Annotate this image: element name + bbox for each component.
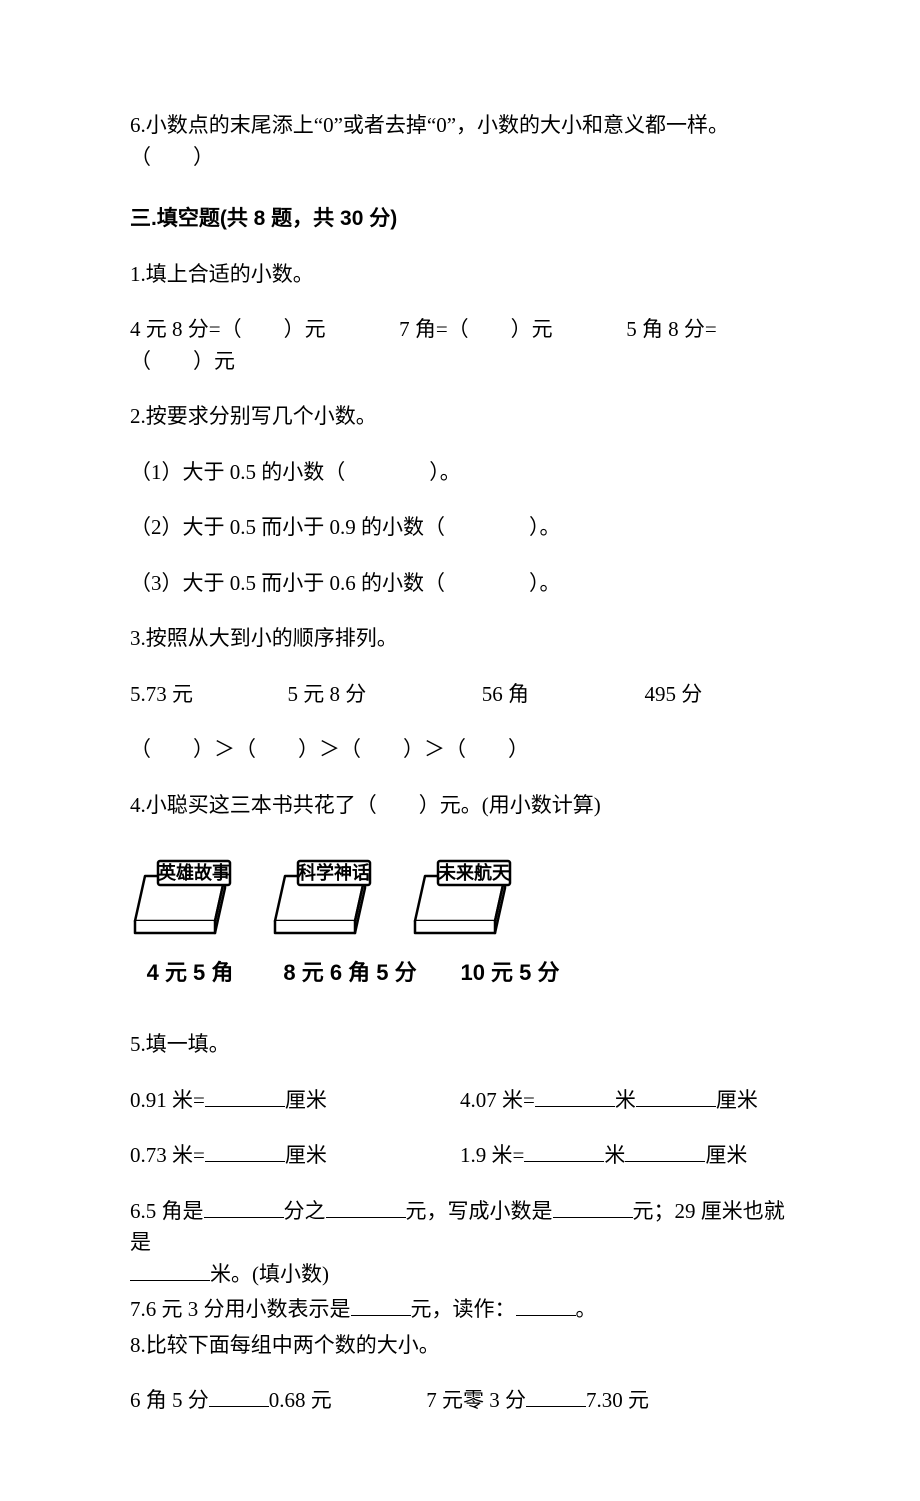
- question-6-text: 6.小数点的末尾添上“0”或者去掉“0”，小数的大小和意义都一样。（ ）: [130, 113, 729, 169]
- s3q5-lead: 5.填一填。: [130, 1029, 790, 1061]
- s3q5-r1b-suf: 厘米: [716, 1088, 758, 1112]
- s3q5-r1b-pre: 4.07 米=: [460, 1088, 535, 1112]
- s3q3-item-b: 5 元 8 分: [288, 682, 367, 706]
- s3q3-lead-text: 3.按照从大到小的顺序排列。: [130, 626, 398, 650]
- s3q1-lead-text: 1.填上合适的小数。: [130, 262, 314, 286]
- s3q2-lead-text: 2.按要求分别写几个小数。: [130, 404, 377, 428]
- book-2-title: 科学神话: [298, 862, 370, 883]
- blank: [535, 1085, 615, 1107]
- s3q5-r1a-suf: 厘米: [285, 1088, 327, 1112]
- s3q7-suf: 。: [576, 1297, 597, 1321]
- s3q6-suf: 米。(填小数): [210, 1262, 329, 1286]
- s3q6: 6.5 角是分之元，写成小数是元；29 厘米也就是米。(填小数): [130, 1196, 790, 1291]
- s3q2-p3: （3）大于 0.5 而小于 0.6 的小数（ ）。: [130, 568, 790, 600]
- s3q8-b-suf: 7.30 元: [586, 1388, 649, 1412]
- s3q1-row: 4 元 8 分=（ ）元 7 角=（ ）元 5 角 8 分=（ ）元: [130, 314, 790, 377]
- question-6: 6.小数点的末尾添上“0”或者去掉“0”，小数的大小和意义都一样。（ ）: [130, 110, 790, 173]
- book-1-title: 英雄故事: [157, 862, 230, 883]
- s3q3-items: 5.73 元 5 元 8 分 56 角 495 分: [130, 679, 790, 711]
- book-2-price: 8 元 6 角 5 分: [280, 956, 420, 989]
- book-icon: 科学神话: [270, 851, 380, 946]
- s3q1-a: 4 元 8 分=（ ）元: [130, 317, 326, 341]
- s3q8-a-pre: 6 角 5 分: [130, 1388, 209, 1412]
- s3q7-pre: 7.6 元 3 分用小数表示是: [130, 1297, 351, 1321]
- blank: [524, 1140, 604, 1162]
- s3q3-lead: 3.按照从大到小的顺序排列。: [130, 623, 790, 655]
- s3q8-lead-text: 8.比较下面每组中两个数的大小。: [130, 1333, 440, 1357]
- blank: [326, 1196, 406, 1218]
- s3q6-pre: 6.5 角是: [130, 1199, 204, 1223]
- s3q6-mid2: 元，写成小数是: [406, 1199, 553, 1223]
- s3q5-r2b-pre: 1.9 米=: [460, 1143, 524, 1167]
- spacer: [558, 317, 621, 341]
- s3q8-row: 6 角 5 分 0.68 元 7 元零 3 分 7.30 元: [130, 1385, 790, 1417]
- book-icon: 英雄故事: [130, 851, 240, 946]
- s3q5-r2a-suf: 厘米: [285, 1143, 327, 1167]
- s3q3-chain: （ ）＞（ ）＞（ ）＞（ ）: [130, 734, 790, 766]
- blank: [526, 1385, 586, 1407]
- book-3-price: 10 元 5 分: [450, 956, 570, 989]
- blank: [625, 1140, 705, 1162]
- book-3-title: 未来航天: [438, 862, 511, 883]
- price-row: 4 元 5 角 8 元 6 角 5 分 10 元 5 分: [130, 956, 790, 989]
- s3q4-lead-text: 4.小聪买这三本书共花了（ ）元。(用小数计算): [130, 793, 601, 817]
- book-3: 未来航天: [410, 851, 520, 946]
- spacer: [372, 682, 477, 706]
- s3q5-r2a-pre: 0.73 米=: [130, 1143, 205, 1167]
- s3q7: 7.6 元 3 分用小数表示是 元，读作： 。: [130, 1294, 790, 1326]
- section-3-title-text: 三.填空题(共 8 题，共 30 分): [130, 207, 397, 230]
- s3q8-a-suf: 0.68 元: [269, 1388, 332, 1412]
- spacer: [337, 1388, 421, 1412]
- blank: [636, 1085, 716, 1107]
- s3q1-b: 7 角=（ ）元: [399, 317, 553, 341]
- s3q7-mid: 元，读作：: [411, 1297, 516, 1321]
- s3q5-r2b-suf: 厘米: [705, 1143, 747, 1167]
- s3q5-row1: 0.91 米= 厘米 4.07 米= 米 厘米: [130, 1085, 790, 1117]
- blank: [553, 1196, 633, 1218]
- s3q3-item-c: 56 角: [482, 682, 529, 706]
- blank: [130, 1259, 210, 1281]
- spacer: [331, 317, 394, 341]
- blank: [204, 1196, 284, 1218]
- s3q5-r1a: 0.91 米= 厘米: [130, 1085, 460, 1117]
- s3q2-p3-text: （3）大于 0.5 而小于 0.6 的小数（ ）。: [130, 571, 561, 595]
- s3q3-item-d: 495 分: [645, 682, 703, 706]
- s3q8-lead: 8.比较下面每组中两个数的大小。: [130, 1330, 790, 1362]
- s3q5-r2b-mid: 米: [604, 1143, 625, 1167]
- s3q5-lead-text: 5.填一填。: [130, 1032, 230, 1056]
- spacer: [198, 682, 282, 706]
- book-icon: 未来航天: [410, 851, 520, 946]
- spacer: [534, 682, 639, 706]
- book-1: 英雄故事: [130, 851, 240, 946]
- s3q2-p1-text: （1）大于 0.5 的小数（ ）。: [130, 460, 461, 484]
- s3q4-lead: 4.小聪买这三本书共花了（ ）元。(用小数计算): [130, 790, 790, 822]
- s3q6-mid1: 分之: [284, 1199, 326, 1223]
- s3q1-lead: 1.填上合适的小数。: [130, 259, 790, 291]
- blank: [205, 1140, 285, 1162]
- s3q5-r2a: 0.73 米= 厘米: [130, 1140, 460, 1172]
- s3q3-item-a: 5.73 元: [130, 682, 193, 706]
- s3q2-p2: （2）大于 0.5 而小于 0.9 的小数（ ）。: [130, 512, 790, 544]
- blank: [209, 1385, 269, 1407]
- s3q5-r1a-pre: 0.91 米=: [130, 1088, 205, 1112]
- s3q3-chain-text: （ ）＞（ ）＞（ ）＞（ ）: [130, 737, 529, 761]
- blank: [516, 1294, 576, 1316]
- s3q5-r1b-mid: 米: [615, 1088, 636, 1112]
- blank: [351, 1294, 411, 1316]
- books-row: 英雄故事 科学神话 未来航天: [130, 851, 790, 946]
- s3q5-r2b: 1.9 米= 米 厘米: [460, 1140, 790, 1172]
- s3q8-b-pre: 7 元零 3 分: [426, 1388, 526, 1412]
- section-3-title: 三.填空题(共 8 题，共 30 分): [130, 203, 790, 235]
- s3q5-row2: 0.73 米= 厘米 1.9 米= 米 厘米: [130, 1140, 790, 1172]
- s3q5-r1b: 4.07 米= 米 厘米: [460, 1085, 790, 1117]
- blank: [205, 1085, 285, 1107]
- s3q2-p1: （1）大于 0.5 的小数（ ）。: [130, 457, 790, 489]
- book-2: 科学神话: [270, 851, 380, 946]
- s3q2-lead: 2.按要求分别写几个小数。: [130, 401, 790, 433]
- book-1-price: 4 元 5 角: [130, 956, 250, 989]
- s3q2-p2-text: （2）大于 0.5 而小于 0.9 的小数（ ）。: [130, 515, 561, 539]
